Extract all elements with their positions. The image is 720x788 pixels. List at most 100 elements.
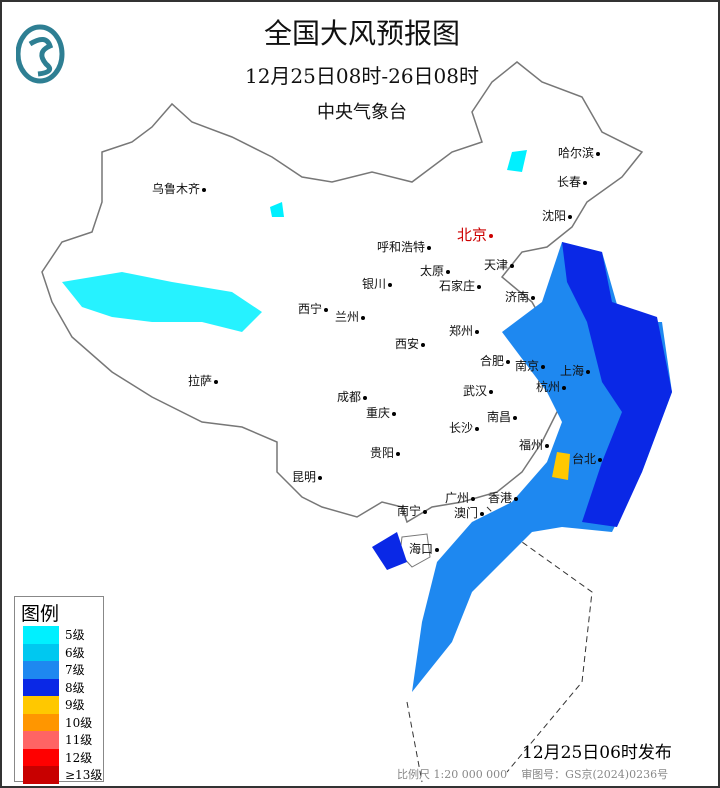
city-dot — [475, 329, 480, 334]
legend: 图例 5级 6级 7级 8级 9级 10级 11级 12级 ≥13级 — [14, 596, 104, 784]
city-label: 郑州 — [449, 322, 480, 339]
map-title: 全国大风预报图 — [263, 17, 460, 50]
city-label: 兰州 — [335, 308, 366, 325]
city-label: 太原 — [420, 262, 451, 279]
city-dot — [596, 151, 601, 156]
capital-label: 北京 — [457, 224, 494, 245]
legend-item: 8级 — [15, 678, 103, 696]
wind-area-level-8 — [562, 242, 672, 527]
city-dot — [506, 359, 511, 364]
legend-swatch — [23, 748, 59, 766]
city-label: 广州 — [445, 489, 476, 506]
city-label: 乌鲁木齐 — [152, 180, 207, 197]
wind-area-level-9 — [552, 452, 570, 480]
city-label: 银川 — [362, 275, 393, 292]
city-label: 石家庄 — [439, 277, 482, 294]
legend-swatch — [23, 643, 59, 661]
city-label: 济南 — [505, 288, 536, 305]
legend-item: 7级 — [15, 661, 103, 679]
legend-item: 9级 — [15, 696, 103, 714]
cma-logo-icon — [16, 24, 65, 84]
city-dot — [423, 509, 428, 514]
city-dot — [361, 315, 366, 320]
legend-item: 10级 — [15, 713, 103, 731]
city-label: 南昌 — [487, 408, 518, 425]
agency: 中央气象台 — [317, 102, 407, 123]
legend-swatch — [23, 678, 59, 696]
city-label: 西宁 — [298, 300, 329, 317]
city-label: 长沙 — [449, 419, 480, 436]
city-dot — [363, 395, 368, 400]
city-dot — [510, 263, 515, 268]
legend-item: 6级 — [15, 643, 103, 661]
city-label: 上海 — [560, 362, 591, 379]
city-dot — [421, 342, 426, 347]
city-label: 呼和浩特 — [377, 238, 432, 255]
approval-number: 审图号：GS京(2024)0236号 — [521, 768, 669, 781]
legend-item: 12级 — [15, 748, 103, 766]
scale: 比例尺 1:20 000 000 — [397, 768, 508, 781]
legend-swatch — [23, 626, 59, 644]
city-dot — [562, 385, 567, 390]
forecast-period: 12月25日08时-26日08时 — [244, 64, 479, 88]
city-dot — [324, 307, 329, 312]
legend-title: 图例 — [21, 603, 60, 625]
city-dot — [480, 511, 485, 516]
city-label: 杭州 — [536, 378, 567, 395]
city-dot — [531, 295, 536, 300]
city-dot — [396, 451, 401, 456]
city-dot — [489, 389, 494, 394]
city-label: 福州 — [519, 436, 550, 453]
city-label: 台北 — [572, 450, 603, 467]
city-label: 香港 — [488, 489, 519, 506]
city-label: 贵阳 — [370, 444, 401, 461]
legend-item: 5级 — [15, 626, 103, 644]
city-dot — [598, 457, 603, 462]
city-dot — [541, 364, 546, 369]
city-dot — [427, 245, 432, 250]
legend-item: 11级 — [15, 731, 103, 749]
city-dot — [446, 269, 451, 274]
city-dot — [568, 214, 573, 219]
city-label: 西安 — [395, 335, 426, 352]
issue-time: 12月25日06时发布 — [522, 743, 672, 763]
footer: 比例尺 1:20 000 000 审图号：GS京(2024)0236号 — [397, 766, 668, 782]
city-label: 澳门 — [454, 504, 485, 521]
city-dot — [477, 284, 482, 289]
legend-swatch — [23, 731, 59, 749]
legend-swatch — [23, 766, 59, 784]
city-label: 武汉 — [463, 382, 494, 399]
city-dot — [513, 415, 518, 420]
city-label: 南宁 — [397, 502, 428, 519]
city-label: 南京 — [515, 357, 546, 374]
city-label: 昆明 — [292, 468, 323, 485]
city-dot — [318, 475, 323, 480]
city-dot — [435, 547, 440, 552]
city-dot — [214, 379, 219, 384]
city-dot — [475, 426, 480, 431]
city-label: 成都 — [337, 388, 368, 405]
city-dot — [586, 369, 591, 374]
city-dot — [202, 187, 207, 192]
city-label: 长春 — [557, 173, 588, 190]
city-dot — [471, 496, 476, 501]
city-label: 哈尔滨 — [558, 144, 601, 161]
legend-swatch — [23, 713, 59, 731]
city-dot — [392, 411, 397, 416]
city-label: 合肥 — [480, 352, 511, 369]
city-dot — [583, 180, 588, 185]
wind-area-level-8-gulf — [372, 532, 407, 570]
wind-area-level-5-west — [62, 272, 262, 332]
legend-swatch — [23, 661, 59, 679]
city-label: 拉萨 — [188, 372, 219, 389]
city-dot — [514, 496, 519, 501]
city-label: 重庆 — [366, 404, 397, 421]
city-label: 沈阳 — [542, 207, 573, 224]
city-dot — [388, 282, 393, 287]
city-dot — [545, 443, 550, 448]
legend-item: ≥13级 — [15, 766, 103, 784]
city-label: 天津 — [484, 256, 515, 273]
city-label: 海口 — [409, 540, 440, 557]
